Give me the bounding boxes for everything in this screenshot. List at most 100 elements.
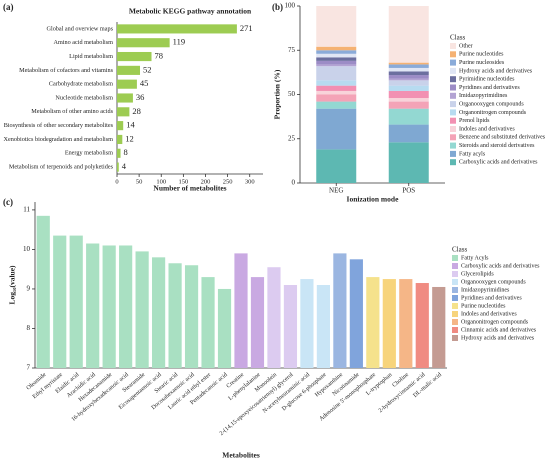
bar	[152, 257, 166, 368]
legend-swatch	[450, 117, 456, 124]
bar	[201, 277, 215, 368]
y-tick-label: 8	[27, 324, 31, 332]
legend-label: Pyridines and derivatives	[461, 295, 522, 301]
y-tick-label: 0	[292, 179, 296, 187]
bar-segment	[388, 78, 429, 81]
data-label: 8	[124, 147, 128, 157]
bar	[300, 279, 314, 368]
bar	[250, 277, 265, 368]
bar-segment	[388, 62, 429, 65]
bar	[117, 148, 121, 158]
legend-swatch	[452, 311, 458, 317]
x-axis-label: Metabolites	[222, 451, 260, 460]
bar	[349, 259, 363, 368]
x-tick-label: 0	[115, 178, 118, 185]
bar	[333, 253, 347, 368]
bar-segment	[316, 85, 357, 91]
data-label: 45	[140, 78, 149, 88]
legend-swatch	[452, 327, 458, 333]
x-tick-label: 100	[156, 178, 166, 185]
bar-segment	[388, 142, 429, 183]
bar-segment	[316, 50, 357, 54]
legend-label: Steroids and steroid derivatives	[459, 143, 535, 149]
legend-label: Fatty acyls	[459, 151, 486, 157]
legend-label: Imidazopyrimidines	[461, 287, 510, 293]
data-label: 12	[125, 133, 133, 143]
bar-segment	[316, 6, 357, 47]
y-tick-label: 10	[23, 245, 31, 253]
bar	[117, 79, 137, 89]
bar	[234, 253, 248, 368]
data-label: 119	[173, 37, 185, 47]
bar-segment	[388, 124, 429, 143]
legend-swatch	[452, 271, 458, 277]
data-label: 271	[240, 23, 253, 33]
y-tick-label: 7	[27, 364, 31, 372]
y-tick-label: Metabolism of terpenoids and polyketides	[9, 164, 114, 171]
legend-swatch	[450, 109, 456, 116]
legend-label: Indoles and derivatives	[461, 311, 517, 317]
legend-swatch	[450, 142, 456, 149]
bar	[366, 277, 380, 368]
legend-swatch	[450, 134, 456, 141]
y-axis-label: Proportion (%)	[273, 69, 282, 119]
bar-segment	[316, 64, 357, 67]
legend-label: Organonitrogen compounds	[461, 319, 529, 325]
legend-label: Fatty Acyls	[461, 255, 489, 261]
bar	[184, 265, 199, 368]
bar	[117, 65, 141, 75]
y-tick-label: Global and overview maps	[47, 25, 114, 32]
x-tick-label: NEG	[329, 187, 343, 195]
legend-label: Purine nucleotides	[459, 52, 504, 58]
bar	[117, 93, 133, 103]
x-tick-label: 50	[136, 178, 143, 185]
legend-swatch	[450, 101, 456, 108]
legend-label: Imidazopyrimidines	[459, 93, 508, 99]
legend-label: Hydroxy acids and derivatives	[461, 335, 535, 341]
bar-segment	[388, 108, 429, 125]
legend-swatch	[450, 43, 456, 49]
bar-segment	[316, 46, 357, 51]
data-label: 52	[143, 64, 152, 74]
bar	[217, 288, 232, 368]
legend-swatch	[450, 92, 456, 99]
legend-swatch	[450, 159, 456, 166]
y-tick-label: 9	[27, 285, 31, 293]
legend-title: Class	[450, 34, 465, 42]
legend-label: Purine nucleosides	[459, 60, 505, 66]
bar	[283, 285, 298, 368]
bar	[168, 263, 182, 368]
x-tick-label: 150	[178, 178, 188, 185]
bar-segment	[388, 67, 429, 72]
data-label: 78	[155, 50, 164, 60]
bar-segment	[388, 90, 429, 99]
legend-swatch	[452, 287, 458, 293]
legend-swatch	[450, 59, 456, 66]
legend-label: Carboxylic acids and derivatives	[459, 160, 538, 166]
bar-segment	[388, 80, 429, 86]
data-label: 14	[126, 120, 135, 130]
bar-segment	[316, 94, 357, 102]
bar	[399, 279, 413, 368]
y-tick-label: Metabolism of cofactors and vitamins	[19, 67, 113, 74]
bar	[432, 286, 446, 368]
bar-segment	[388, 6, 429, 63]
y-tick-label: Energy metabolism	[65, 150, 113, 157]
bar	[102, 245, 116, 368]
bar	[119, 245, 133, 368]
bar	[117, 107, 130, 117]
panel-label: (a)	[3, 2, 14, 12]
x-tick-label: 300	[245, 178, 255, 185]
legend-swatch	[452, 319, 458, 325]
x-axis-label: Number of metabolites	[153, 184, 226, 193]
legend-label: Glycerolipids	[461, 271, 494, 277]
y-tick-label: 50	[288, 90, 296, 98]
legend-swatch	[450, 51, 456, 58]
legend-swatch	[452, 303, 458, 309]
legend-label: Indoles and derivatives	[459, 126, 515, 132]
bar-segment	[316, 60, 357, 65]
x-tick-label: POS	[402, 187, 415, 195]
legend-label: Organooxygen compounds	[459, 101, 524, 107]
bar-segment	[388, 64, 429, 68]
